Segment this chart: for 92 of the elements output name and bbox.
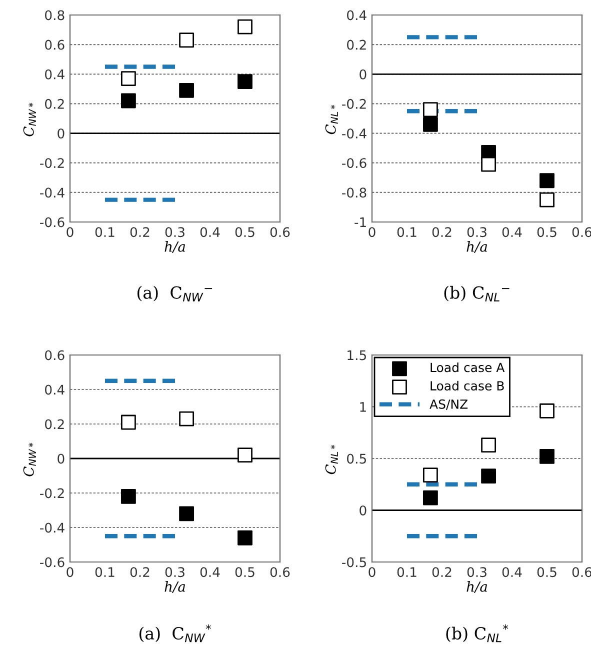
x-tick-label: 0.5 [235,227,254,238]
point [481,468,496,484]
y-tick-label: 0.2 [45,98,64,109]
point [540,403,554,418]
point [120,414,136,430]
x-tick-label: 0.1 [397,227,416,238]
y-axis-title: C$_{NW*}$ [23,102,36,136]
point [422,490,438,506]
y-tick-label: 0.2 [45,419,64,430]
y-tick-label: -0.4 [40,188,64,198]
point [422,102,438,118]
legend-label: Load case B [430,380,504,391]
point [540,192,554,208]
y-tick-label: 0.5 [347,454,366,464]
x-tick-label: 0.3 [467,227,486,238]
x-tick-label: 0.6 [270,227,290,238]
x-tick-label: 0.1 [95,227,114,238]
y-tick-label: 0.2 [347,40,366,50]
point [120,488,136,504]
point [481,156,496,172]
y-tick-label: -0.6 [40,557,64,568]
x-tick-label: 0.4 [200,567,220,578]
x-tick-label: 0 [66,567,74,578]
point [238,19,252,34]
point [179,82,194,98]
x-tick-label: 0.1 [397,567,416,578]
y-tick-label: -1 [354,217,366,228]
x-axis-title: h/a [164,241,186,253]
x-tick-label: 0.6 [270,567,290,578]
point [422,116,438,132]
x-tick-label: 0.1 [95,567,114,578]
x-tick-label: 0 [368,227,376,238]
y-tick-label: -0.2 [342,98,366,109]
y-tick-label: -0.5 [342,557,366,568]
y-tick-label: -0.2 [40,488,64,498]
y-tick-label: -0.2 [40,158,64,168]
x-tick-label: 0.5 [537,227,556,238]
x-tick-label: 0.2 [432,227,452,238]
y-axis-title: C$_{NL*}$ [325,104,338,134]
point [120,93,136,108]
point [238,74,252,89]
x-tick-label: 0.4 [502,227,522,238]
y-tick-label: 0 [58,128,64,138]
x-tick-label: 0.5 [537,567,556,578]
y-tick-label: 0 [360,505,366,516]
x-tick-label: 0.3 [165,227,184,238]
y-tick-label: 0.4 [347,10,366,20]
text: (b) C$_{NL}$$^{−}$ [444,286,510,302]
point [481,438,496,453]
x-axis-title: h/a [466,581,488,593]
point [179,411,194,426]
x-tick-label: 0.4 [502,567,522,578]
y-tick-label: -0.6 [40,217,64,228]
x-tick-label: 0.5 [235,567,254,578]
x-axis-title: h/a [164,581,186,593]
point [120,71,136,86]
x-tick-label: 0.2 [130,567,150,578]
legend-label: Load case A [430,362,505,372]
x-tick-label: 0.3 [165,567,184,578]
x-tick-label: 0.2 [130,227,150,238]
y-tick-label: -0.6 [342,158,366,168]
point [238,530,252,546]
point [540,448,554,464]
y-tick-label: -0.4 [40,522,64,533]
y-tick-label: 0.6 [45,350,64,360]
y-tick-label: 0.6 [45,40,64,50]
point [179,506,194,522]
point [540,173,554,188]
x-tick-label: 0 [368,567,376,578]
text: (a) C$_{NW}$$^{*}$ [139,624,211,642]
x-tick-label: 0.2 [432,567,452,578]
point [179,32,194,48]
y-tick-label: 0.4 [45,384,64,395]
text: (a) C$_{NW}$$^{−}$ [137,286,212,302]
y-tick-label: -0.4 [342,128,366,138]
point [238,448,252,463]
x-tick-label: 0.4 [200,227,220,238]
y-axis-title: C$_{NW*}$ [23,442,36,476]
x-axis-title: h/a [466,241,488,253]
y-tick-label: 0.4 [45,69,64,80]
text: (b) C$_{NL}$$^{*}$ [446,624,508,642]
y-tick-label: 0 [58,454,64,464]
y-axis-title: C$_{NL*}$ [325,444,338,474]
x-tick-label: 0.3 [467,567,486,578]
y-tick-label: 0 [360,69,366,80]
y-tick-label: 1 [360,402,366,412]
y-tick-label: 0.8 [45,10,64,20]
y-tick-label: 1.5 [348,350,366,360]
y-tick-label: -0.8 [342,188,366,198]
x-tick-label: 0 [66,227,74,238]
point [422,468,438,483]
legend-label: AS/NZ [430,399,468,410]
